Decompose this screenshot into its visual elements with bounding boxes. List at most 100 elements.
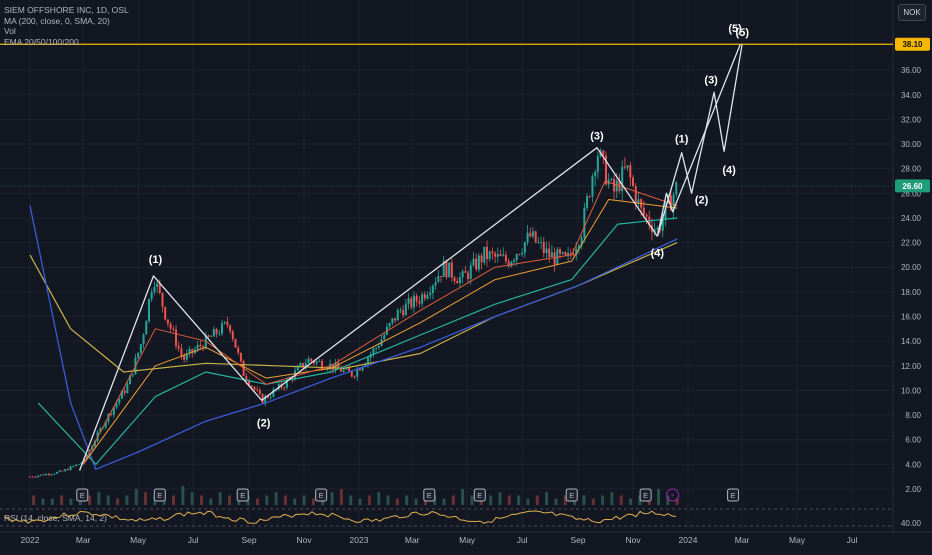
volume-bar [675, 498, 679, 505]
candle-body [302, 363, 305, 368]
chart-legend: SIEM OFFSHORE INC, 1D, OSL MA (200, clos… [4, 5, 129, 47]
candle-body [315, 361, 318, 364]
candle-body [74, 464, 77, 467]
candle-body [531, 231, 534, 237]
candle-body [469, 265, 472, 279]
candle-body [669, 195, 672, 211]
wave-label: (1) [675, 134, 689, 146]
candle-body [537, 242, 540, 243]
event-marker[interactable] [565, 488, 578, 502]
currency-button[interactable]: NOK [898, 4, 926, 21]
event-marker[interactable] [153, 488, 166, 502]
volume-bar [32, 495, 36, 505]
event-marker[interactable] [76, 488, 89, 502]
candle-body [480, 255, 483, 263]
candle-body [188, 349, 191, 354]
candle-body [161, 292, 164, 307]
candle-body [361, 366, 364, 371]
candle-body [415, 295, 418, 302]
event-marker[interactable] [666, 488, 680, 502]
event-marker[interactable] [236, 488, 249, 502]
candle-body [637, 199, 640, 204]
y-tick-label: 16.00 [901, 313, 922, 322]
candle-body [288, 377, 291, 380]
x-tick-label: May [789, 535, 806, 545]
candle-body [58, 470, 61, 472]
candle-body [596, 156, 599, 172]
volume-bar [657, 489, 661, 505]
volume-bar [293, 498, 297, 505]
x-tick-label: May [130, 535, 147, 545]
candle-body [266, 395, 269, 398]
candle-body [285, 379, 288, 388]
candle-body [504, 254, 507, 262]
candle-body [383, 334, 386, 340]
candle-body [310, 358, 313, 361]
volume-bar [563, 495, 567, 505]
volume-bar [358, 498, 362, 505]
candle-body [464, 271, 467, 273]
wave-label: (5) [736, 27, 750, 39]
wave-label: (1) [149, 254, 163, 266]
volume-bar [461, 489, 465, 505]
event-marker[interactable] [473, 488, 486, 502]
x-tick-label: Nov [296, 535, 312, 545]
candle-body [223, 321, 226, 324]
y-tick-label: 28.00 [901, 165, 922, 174]
candle-body [348, 367, 351, 372]
candle-body [564, 252, 567, 256]
candle-body [220, 323, 223, 334]
candle-body [523, 242, 526, 253]
candle-body [394, 318, 397, 321]
candle-body [626, 165, 629, 168]
y-tick-label: 24.00 [901, 214, 922, 223]
candle-body [442, 260, 445, 278]
candle-body [586, 196, 589, 208]
x-tick-label: Mar [735, 535, 750, 545]
candle-body [656, 227, 659, 230]
candle-body [518, 254, 521, 255]
wave-count-history [78, 147, 658, 471]
candle-body [156, 283, 159, 287]
candle-body [185, 353, 188, 360]
candle-body [39, 474, 42, 476]
volume-bar [619, 495, 623, 505]
candle-body [80, 463, 83, 465]
legend-ema[interactable]: EMA 20/50/100/200 [4, 36, 79, 47]
candle-body [353, 376, 356, 378]
y-tick-label: 20.00 [901, 263, 922, 272]
candle-body [120, 390, 123, 399]
event-marker[interactable] [315, 488, 328, 502]
volume-bar [60, 495, 64, 505]
y-tick-label: 2.00 [905, 485, 921, 494]
candle-body [256, 389, 259, 391]
candle-body [675, 182, 678, 195]
event-marker[interactable] [423, 488, 436, 502]
candle-body [372, 348, 375, 355]
x-tick-label: Jul [188, 535, 199, 545]
legend-ma[interactable]: MA (200, close, 0, SMA, 20) [4, 15, 110, 26]
wave-projection-major [656, 44, 743, 237]
volume-bar [302, 495, 306, 505]
candle-body [166, 319, 169, 324]
candle-body [421, 294, 424, 304]
candle-body [42, 474, 45, 476]
candle-body [450, 262, 453, 278]
candle-body [499, 254, 502, 256]
event-marker[interactable] [727, 488, 740, 502]
event-marker[interactable] [639, 488, 652, 502]
candle-body [226, 321, 229, 326]
legend-vol[interactable]: Vol [4, 26, 16, 36]
candle-body [131, 374, 134, 376]
candle-body [407, 298, 410, 304]
candle-body [569, 253, 572, 254]
legend-title[interactable]: SIEM OFFSHORE INC, 1D, OSL [4, 5, 129, 15]
candle-body [53, 473, 56, 475]
candle-body [634, 185, 637, 204]
candle-body [642, 207, 645, 215]
candle-body [583, 207, 586, 238]
candle-body [548, 248, 551, 258]
candle-body [45, 473, 48, 476]
